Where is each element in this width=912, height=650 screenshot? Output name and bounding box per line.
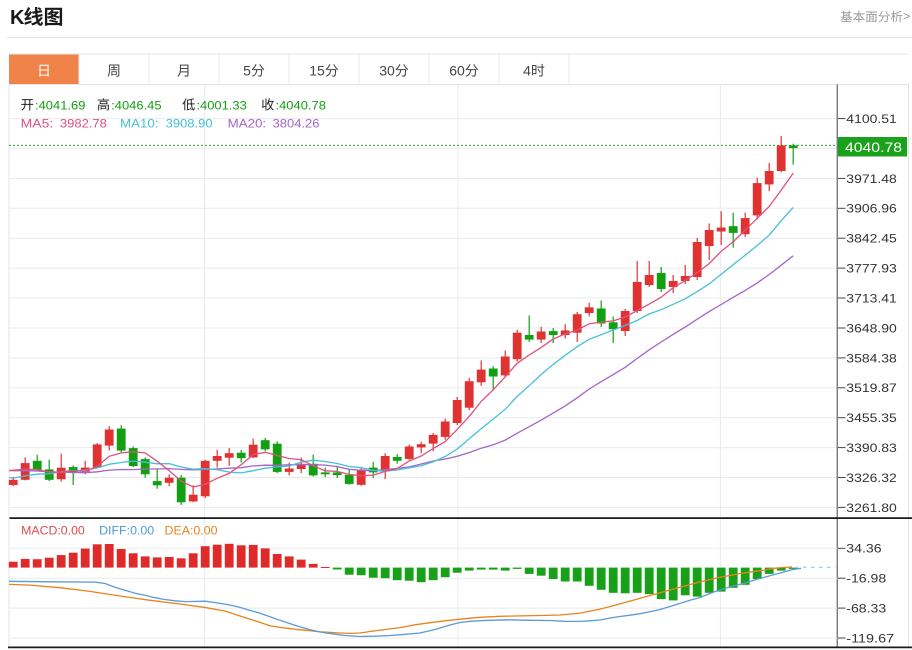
svg-text:3804.26: 3804.26 [273,117,320,131]
svg-text:3648.90: 3648.90 [846,321,897,335]
svg-text:4040.78: 4040.78 [845,139,902,155]
svg-text:-68.33: -68.33 [846,602,886,616]
svg-text:3390.83: 3390.83 [846,441,897,455]
svg-text::4046.45: :4046.45 [111,98,162,112]
svg-text:-16.98: -16.98 [846,572,886,586]
svg-text::4001.33: :4001.33 [196,98,247,112]
svg-text:30: 30 [379,62,395,78]
svg-text:3519.87: 3519.87 [846,381,897,395]
svg-text:DIFF:0.00: DIFF:0.00 [99,524,154,538]
svg-text:MA20:: MA20: [228,117,267,131]
svg-text:DEA:0.00: DEA:0.00 [165,524,218,538]
svg-text::4040.78: :4040.78 [276,98,327,112]
svg-text:3842.45: 3842.45 [846,232,897,246]
svg-text:-119.67: -119.67 [846,631,894,645]
svg-text:3906.96: 3906.96 [846,202,897,216]
svg-text::4041.69: :4041.69 [35,98,86,112]
svg-text:3713.41: 3713.41 [846,291,897,305]
svg-text:60: 60 [449,62,465,78]
svg-text:15: 15 [309,62,325,78]
svg-text:3261.80: 3261.80 [846,501,897,515]
svg-text:3982.78: 3982.78 [60,117,107,131]
svg-text:MA10:: MA10: [120,117,159,131]
svg-text:3584.38: 3584.38 [846,351,897,365]
svg-text:MA5:: MA5: [21,117,54,131]
svg-text:4: 4 [523,62,531,78]
svg-text:5: 5 [243,62,251,78]
svg-text:3971.48: 3971.48 [846,172,897,186]
svg-text:K: K [10,7,25,29]
svg-text:3777.93: 3777.93 [846,262,897,276]
svg-text:3908.90: 3908.90 [166,117,213,131]
svg-text:4100.51: 4100.51 [846,112,897,126]
svg-text:>: > [903,10,910,24]
svg-text:3326.32: 3326.32 [846,471,897,485]
svg-text:MACD:0.00: MACD:0.00 [21,524,85,538]
svg-text:34.36: 34.36 [846,542,882,556]
svg-text:3455.35: 3455.35 [846,411,897,425]
